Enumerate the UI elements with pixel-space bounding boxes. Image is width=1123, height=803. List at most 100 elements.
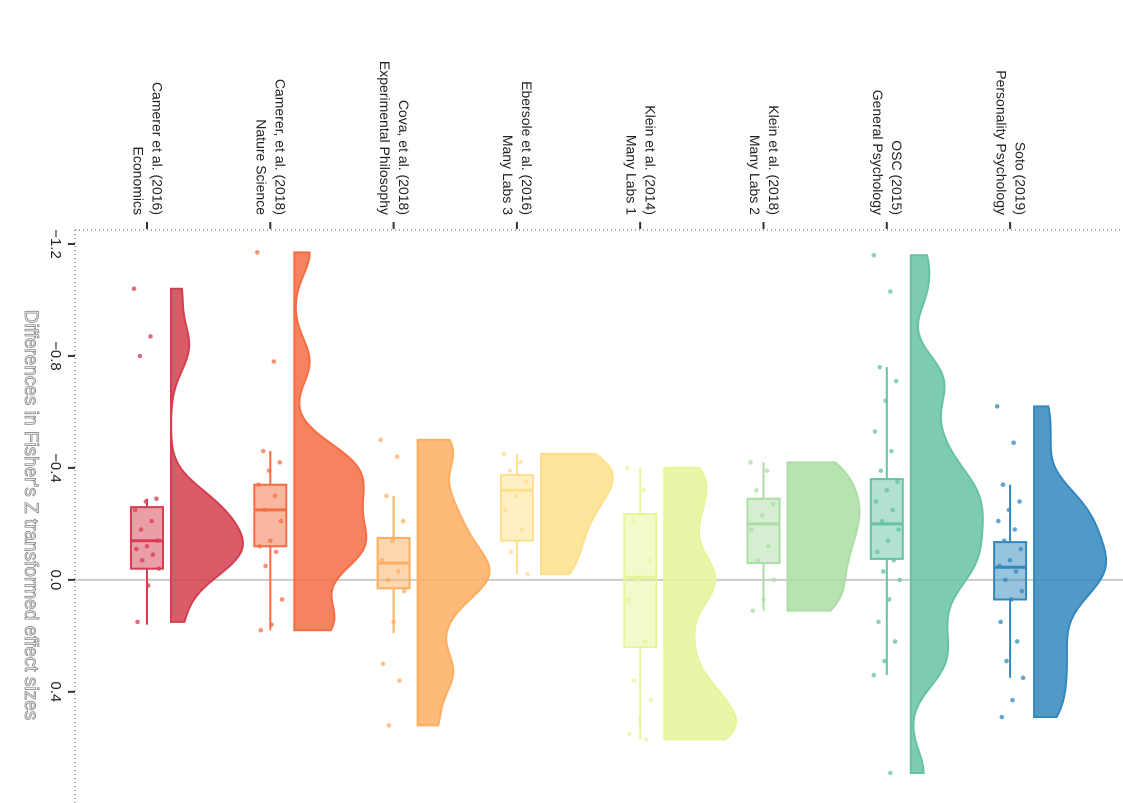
point [890, 507, 896, 513]
category-label: Many Labs 3 [500, 135, 516, 215]
point [1003, 577, 1008, 583]
point [508, 549, 514, 555]
point [1007, 557, 1013, 563]
point [148, 334, 153, 339]
point [642, 639, 648, 644]
point [390, 538, 395, 543]
category-label: Experimental Philosophy [377, 61, 393, 215]
point [155, 538, 160, 543]
point [641, 488, 647, 493]
point [885, 538, 891, 543]
point [1014, 639, 1020, 644]
point [627, 731, 632, 737]
point [1018, 546, 1024, 552]
point [630, 518, 636, 524]
point [262, 507, 267, 513]
point [143, 499, 149, 504]
point [132, 507, 138, 513]
density [786, 461, 861, 612]
point [760, 513, 765, 518]
point [149, 518, 155, 524]
point [876, 619, 881, 625]
point [137, 353, 143, 359]
y-tick-label: 0.4 [47, 681, 64, 702]
point [999, 714, 1005, 720]
point [871, 672, 877, 678]
category-label: Economics [130, 147, 146, 215]
point [624, 465, 630, 471]
y-tick-label: −0.8 [47, 341, 64, 371]
point [269, 622, 274, 627]
point [401, 588, 407, 594]
point [385, 577, 390, 583]
point [750, 608, 756, 613]
point [273, 549, 279, 555]
category-label: Camerer et al. (2016) [149, 82, 165, 215]
point [636, 577, 642, 583]
box [130, 506, 164, 570]
point [997, 563, 1002, 569]
point [256, 482, 261, 488]
point [258, 627, 264, 633]
y-tick-label: −0.4 [47, 453, 64, 483]
point [397, 678, 402, 683]
point [891, 557, 897, 563]
point [1011, 440, 1016, 446]
point [154, 496, 159, 502]
point [271, 359, 277, 364]
point [895, 479, 900, 485]
point [1004, 658, 1009, 664]
point [524, 479, 529, 485]
density [416, 438, 491, 727]
point [525, 571, 530, 577]
point [878, 468, 884, 474]
category-label: Many Labs 1 [623, 135, 639, 215]
point [880, 569, 886, 574]
point [882, 658, 887, 664]
density [170, 287, 245, 623]
point [893, 378, 899, 384]
point [266, 468, 272, 474]
point [396, 569, 401, 574]
point [378, 437, 383, 443]
y-tick-label: 0.0 [47, 569, 64, 590]
point [145, 583, 151, 588]
category-label: OSC (2015) [889, 140, 905, 215]
point [998, 619, 1003, 625]
point [1019, 588, 1025, 594]
point [268, 538, 273, 543]
point [883, 398, 888, 404]
category-label: Many Labs 2 [747, 135, 763, 215]
point [260, 448, 266, 454]
point [1020, 675, 1026, 681]
point [770, 502, 776, 507]
point [507, 468, 513, 474]
point [888, 289, 893, 294]
point [643, 737, 649, 742]
density [1033, 405, 1108, 719]
point [135, 619, 140, 625]
point [896, 527, 901, 532]
category-label: Ebersole et al. (2016) [519, 81, 535, 215]
category-label: Cova, et al. (2018) [396, 100, 412, 215]
point [761, 597, 766, 602]
point [886, 597, 892, 602]
point [631, 678, 637, 683]
point [513, 493, 519, 499]
point [892, 639, 898, 644]
point [1006, 507, 1012, 513]
y-axis-title: Differences in Fisher's Z transformed ef… [20, 310, 41, 721]
point [263, 563, 268, 569]
point [1001, 538, 1007, 543]
point [764, 468, 770, 474]
point [156, 566, 162, 571]
category-label: Personality Psychology [993, 70, 1009, 215]
category-label: General Psychology [870, 90, 886, 215]
point [897, 577, 903, 583]
density [539, 452, 614, 576]
point [138, 527, 144, 532]
point [257, 543, 262, 549]
category-label: Soto (2019) [1012, 142, 1028, 215]
point [150, 552, 156, 557]
